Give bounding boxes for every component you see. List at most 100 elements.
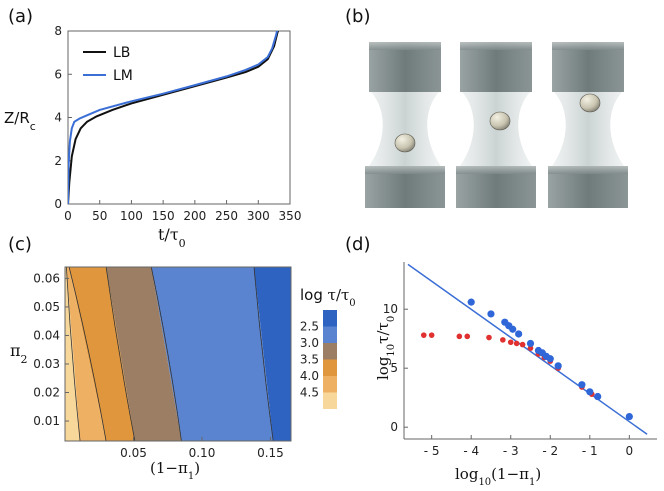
- panel-a-ticks: 0 50 100 150 200 250 300 350 0 2 4 6 8: [54, 24, 301, 223]
- panel-d-xlabel: log10(1−π1): [455, 465, 541, 488]
- cell-3: [548, 42, 628, 208]
- droplet: [579, 93, 601, 113]
- panel-b: (b): [345, 6, 628, 208]
- data-point-blue: [515, 330, 523, 338]
- y-tick-label: 5: [390, 361, 398, 375]
- data-point-blue: [526, 339, 535, 348]
- x-tick-label: 0.15: [257, 446, 284, 460]
- contour-line-4.0: [68, 266, 107, 442]
- x-tick-label: 100: [120, 209, 143, 223]
- data-point-red: [428, 332, 435, 338]
- panel-d-label: (d): [345, 234, 370, 255]
- contour-band: [254, 267, 291, 441]
- contour-band: [69, 267, 135, 441]
- y-tick-label: 0.06: [33, 271, 60, 285]
- panel-d-ylabel: log10τ/τ0: [374, 316, 397, 380]
- y-tick-label: 4: [54, 111, 62, 125]
- x-tick-label: 150: [152, 209, 175, 223]
- y-tick-label: 6: [54, 67, 62, 81]
- data-point-blue: [509, 325, 517, 333]
- y-tick-label: 0.02: [33, 386, 60, 400]
- y-tick-label: 2: [54, 154, 62, 168]
- data-point-red: [486, 334, 492, 341]
- colorbar-swatch: [323, 376, 337, 393]
- series-line-lm: [68, 31, 279, 204]
- data-point-blue: [467, 298, 475, 306]
- panel-a-ylabel: Z/Rc: [4, 109, 36, 133]
- fit-line: [407, 263, 648, 435]
- x-tick-label: - 3: [503, 444, 519, 458]
- data-point-red: [464, 333, 471, 340]
- y-tick-label: 0.01: [33, 414, 60, 428]
- colorbar-label: 4.5: [300, 386, 319, 400]
- contour-line-3.5: [105, 266, 136, 442]
- y-tick-label: 0.05: [33, 300, 60, 314]
- data-point-blue: [625, 412, 633, 421]
- colorbar-swatch: [323, 359, 337, 376]
- top-block-face: [552, 42, 624, 50]
- contour-line-2.5: [253, 266, 274, 442]
- y-tick-label: 0: [54, 197, 62, 211]
- colorbar-label: 3.5: [300, 353, 319, 367]
- colorbar-swatch: [323, 392, 337, 409]
- x-tick-label: 0: [626, 444, 634, 458]
- x-tick-label: 0.10: [189, 446, 216, 460]
- x-tick-label: 350: [279, 209, 302, 223]
- colorbar-swatch: [323, 326, 337, 343]
- colorbar-swatch: [323, 310, 337, 327]
- x-tick-label: - 1: [582, 444, 598, 458]
- panel-a-frame: [67, 30, 291, 205]
- panel-c-xlabel: (1−π1): [150, 459, 200, 482]
- panel-c-ticks: 0.05 0.10 0.15 0.01 0.02 0.03 0.04 0.05 0.06: [33, 271, 284, 460]
- data-point-blue: [487, 310, 495, 318]
- droplet: [394, 133, 416, 153]
- panel-c-frame: [64, 266, 292, 442]
- panel-c-contours: [65, 266, 274, 442]
- y-tick-label: 10: [383, 302, 398, 316]
- panel-a-lines: [68, 31, 280, 204]
- x-tick-label: 250: [215, 209, 238, 223]
- x-tick-label: 300: [247, 209, 270, 223]
- panel-c-ylabel: π2: [10, 341, 28, 366]
- data-point-red: [513, 340, 520, 347]
- x-tick-label: 0.05: [120, 446, 147, 460]
- channel-neck: [369, 92, 441, 166]
- data-point-blue: [578, 381, 586, 389]
- top-block: [369, 42, 441, 92]
- panel-b-label: (b): [345, 6, 370, 27]
- x-tick-label: 200: [183, 209, 206, 223]
- panel-d: (d) - 5 - 4 - 3 - 2 - 1 0 0 5 10 log10τ/τ0 log10…: [345, 234, 657, 488]
- y-tick-label: 0: [390, 420, 398, 434]
- data-point-red: [456, 333, 463, 340]
- panel-a: (a) 0 50 100 150 200 250 300 350 0 2 4 6 8 LB LM Z/R…: [4, 6, 301, 250]
- colorbar-label: 4.0: [300, 369, 319, 383]
- data-point-blue: [554, 362, 562, 370]
- legend-label-lm: LM: [113, 68, 133, 84]
- droplet: [489, 111, 511, 131]
- y-tick-label: 8: [54, 24, 62, 38]
- panel-c-label: (c): [8, 234, 32, 255]
- colorbar-title: log τ/τ0: [300, 286, 356, 309]
- panel-a-label: (a): [8, 6, 33, 27]
- bottom-block-face: [365, 166, 445, 174]
- contour-band: [106, 267, 182, 441]
- bottom-block-face: [548, 166, 628, 174]
- data-point-red: [420, 332, 427, 338]
- panel-a-legend: LB LM: [83, 45, 133, 84]
- data-point-blue: [546, 355, 554, 363]
- x-tick-label: - 5: [424, 444, 440, 458]
- cell-2: [456, 42, 536, 208]
- cell-1: [365, 42, 445, 208]
- y-tick-label: 0.04: [33, 328, 60, 342]
- x-tick-label: 50: [92, 209, 107, 223]
- data-point-red: [527, 345, 534, 351]
- top-block: [552, 42, 624, 92]
- panel-b-cells: [365, 42, 628, 208]
- data-point-blue: [586, 388, 594, 396]
- bottom-block-face: [456, 166, 536, 174]
- colorbar: 2.5 3.0 3.5 4.0 4.5: [300, 310, 337, 409]
- panel-c: (c) 0.05 0.10 0.15 0.01 0.02 0.03 0.04 0.05 0.06…: [8, 234, 356, 482]
- colorbar-swatch: [323, 343, 337, 360]
- contour-band: [151, 267, 274, 441]
- x-tick-label: 0: [64, 209, 72, 223]
